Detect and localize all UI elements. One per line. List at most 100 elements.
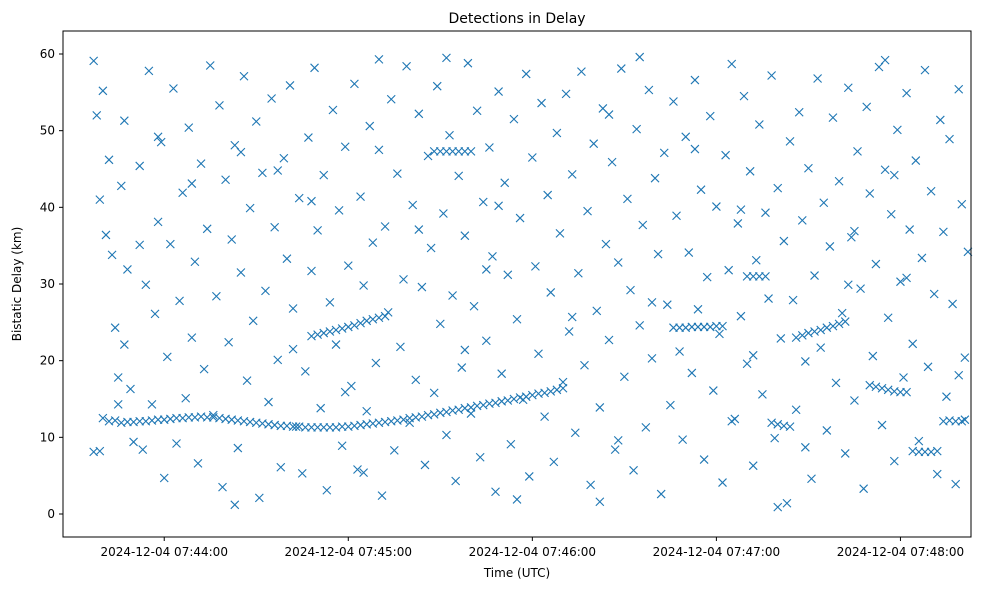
data-point: [153, 415, 163, 425]
data-point: [144, 66, 154, 76]
data-point: [748, 350, 758, 360]
data-point: [503, 270, 513, 280]
data-point: [442, 146, 451, 156]
data-point: [552, 128, 562, 138]
data-point: [865, 189, 875, 198]
data-point: [748, 461, 758, 471]
data-point: [672, 211, 681, 221]
data-point: [840, 449, 850, 458]
data-point: [389, 445, 399, 455]
data-point: [546, 288, 556, 297]
data-point: [442, 53, 451, 63]
data-point: [254, 493, 264, 503]
data-point: [592, 306, 602, 316]
data-point: [840, 317, 850, 326]
data-point: [788, 295, 798, 305]
data-point: [715, 329, 724, 339]
data-point: [804, 163, 813, 173]
data-point: [310, 63, 319, 73]
x-tick-label: 2024-12-04 07:44:00: [101, 545, 228, 559]
data-point: [435, 319, 445, 329]
data-point: [932, 446, 942, 456]
data-point: [187, 333, 197, 343]
data-point: [337, 422, 347, 431]
data-point: [420, 460, 430, 470]
data-point: [534, 349, 543, 359]
data-point: [175, 296, 184, 306]
data-point: [690, 144, 700, 154]
data-point: [923, 362, 933, 372]
data-point: [460, 146, 470, 156]
data-point: [371, 358, 381, 368]
data-point: [758, 390, 767, 399]
data-point: [644, 85, 654, 95]
data-point: [497, 369, 507, 379]
data-point: [693, 304, 703, 314]
data-point: [960, 353, 970, 362]
data-point: [423, 151, 433, 161]
data-point: [135, 240, 145, 250]
data-point: [98, 86, 108, 96]
data-point: [877, 420, 887, 430]
data-point: [834, 319, 844, 329]
data-point: [656, 489, 666, 499]
data-point: [699, 455, 709, 464]
data-point: [270, 222, 280, 232]
data-point: [702, 272, 712, 282]
data-point: [307, 196, 316, 206]
data-point: [104, 155, 114, 165]
y-tick-label: 20: [40, 354, 55, 368]
data-point: [208, 410, 218, 420]
data-point: [816, 325, 826, 335]
data-point: [92, 110, 102, 120]
data-point: [374, 54, 384, 64]
data-point: [791, 333, 801, 343]
data-point: [215, 100, 224, 110]
data-point: [190, 257, 200, 267]
data-point: [577, 67, 586, 77]
data-point: [831, 378, 841, 388]
data-point: [313, 422, 322, 432]
data-point: [613, 258, 623, 267]
data-point: [488, 252, 497, 261]
x-tick-label: 2024-12-04 07:47:00: [653, 545, 780, 559]
data-point: [561, 89, 571, 99]
data-point: [445, 130, 454, 140]
data-point: [659, 148, 669, 158]
data-point: [902, 88, 911, 98]
data-point: [669, 97, 678, 106]
data-point: [509, 114, 519, 124]
data-point: [485, 143, 494, 152]
data-point: [438, 209, 448, 218]
data-point: [601, 239, 611, 249]
data-point: [350, 321, 359, 330]
data-point: [825, 242, 835, 251]
data-point: [236, 268, 246, 277]
data-point: [773, 183, 783, 193]
data-point: [123, 417, 132, 427]
data-point: [960, 415, 970, 425]
data-point: [712, 321, 721, 331]
data-point: [147, 399, 157, 409]
data-point: [708, 386, 718, 395]
data-point: [334, 206, 344, 215]
data-point: [184, 123, 194, 132]
data-point: [604, 335, 614, 345]
data-point: [150, 309, 160, 319]
data-point: [276, 462, 286, 472]
data-point: [669, 323, 678, 333]
data-point: [300, 367, 310, 376]
data-point: [472, 106, 482, 116]
data-point: [880, 165, 890, 175]
data-point: [828, 321, 838, 331]
data-point: [460, 231, 470, 241]
data-point: [800, 442, 810, 452]
data-point: [687, 322, 697, 332]
data-point: [328, 105, 338, 115]
data-point: [647, 298, 657, 307]
y-axis-label: Bistatic Delay (km): [10, 227, 24, 342]
data-point: [518, 395, 528, 405]
data-point: [288, 422, 298, 431]
data-point: [356, 318, 365, 328]
data-point: [273, 355, 283, 365]
